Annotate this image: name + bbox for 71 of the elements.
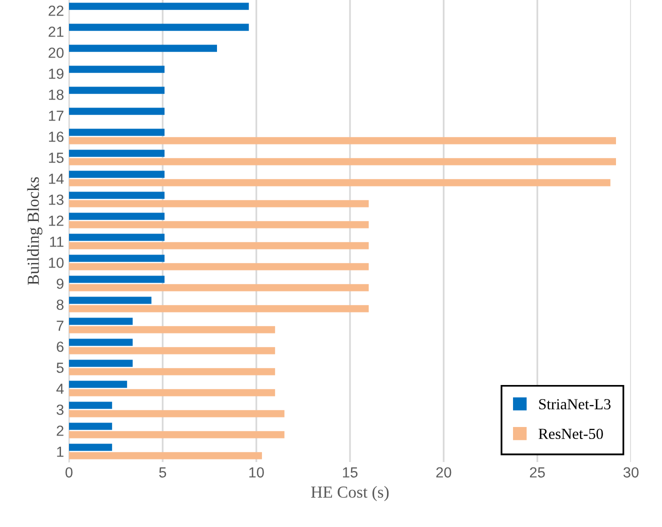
bar (69, 212, 165, 220)
bar (69, 263, 369, 270)
y-tick-label: 15 (49, 152, 64, 163)
bar (69, 380, 128, 388)
x-axis-title: HE Cost (s) (311, 486, 389, 502)
y-axis-title: Building Blocks (27, 177, 42, 285)
bar (69, 66, 165, 73)
bar (69, 150, 165, 157)
bar (69, 389, 276, 396)
y-tick-label: 8 (56, 300, 64, 310)
bar (69, 170, 165, 178)
bar (69, 305, 369, 312)
bar (69, 221, 369, 228)
x-tick-label: 20 (436, 467, 452, 478)
x-tick-label: 30 (623, 467, 639, 478)
bar (69, 338, 133, 346)
bar (69, 234, 165, 241)
bar (69, 368, 276, 376)
bar (69, 452, 262, 460)
y-tick-label: 14 (49, 174, 64, 184)
y-tick-label: 5 (56, 362, 64, 373)
bar (69, 360, 133, 367)
x-tick-label: 5 (159, 467, 166, 478)
y-tick-label: 20 (48, 48, 64, 58)
bar (69, 422, 112, 430)
bar (69, 254, 165, 262)
y-tick-label: 9 (56, 278, 64, 289)
bar (69, 44, 217, 52)
y-tick-label: 16 (49, 132, 64, 142)
x-tick-label: 10 (249, 467, 264, 478)
bar (69, 296, 152, 304)
bar (69, 326, 276, 334)
y-tick-label: 17 (49, 110, 64, 121)
bar (69, 431, 284, 438)
bar (69, 192, 165, 199)
y-tick-label: 18 (49, 90, 64, 100)
x-tick-label: 25 (530, 467, 545, 478)
x-tick-label: 15 (343, 467, 358, 478)
bar (69, 347, 276, 354)
bar (69, 179, 610, 186)
y-tick-label: 4 (56, 384, 64, 394)
y-tick-label: 3 (56, 404, 64, 415)
bar (69, 108, 165, 115)
bar (69, 24, 249, 31)
legend-label: StriaNet-L3 (539, 399, 611, 410)
bar (69, 402, 112, 409)
bar (69, 128, 165, 136)
bar (69, 158, 616, 166)
bar (69, 318, 133, 325)
bar (69, 86, 165, 94)
y-tick-label: 2 (56, 426, 64, 436)
legend-label: ResNet-50 (538, 428, 603, 440)
bar (69, 200, 369, 208)
y-tick-label: 11 (50, 236, 64, 247)
y-tick-label: 13 (49, 194, 64, 205)
bar (69, 444, 112, 451)
bar (69, 410, 284, 418)
y-tick-label: 12 (49, 216, 64, 226)
y-tick-label: 6 (56, 342, 64, 352)
bar (69, 284, 369, 292)
y-tick-label: 7 (56, 320, 64, 331)
y-tick-label: 1 (57, 446, 64, 457)
bar (69, 137, 616, 144)
bar (69, 276, 165, 283)
y-tick-label: 10 (49, 258, 64, 268)
bar (69, 2, 249, 10)
bar (69, 242, 369, 250)
y-tick-label: 22 (48, 6, 64, 16)
y-tick-label: 21 (48, 26, 64, 37)
y-tick-label: 19 (49, 68, 64, 79)
x-tick-label: 0 (66, 467, 72, 478)
